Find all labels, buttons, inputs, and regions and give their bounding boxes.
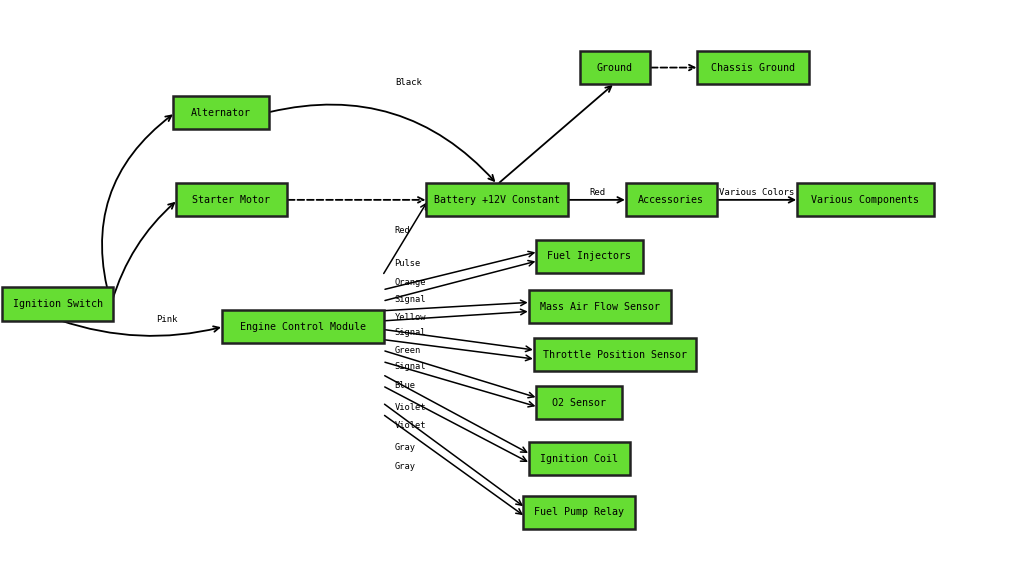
- Text: Signal: Signal: [394, 328, 426, 337]
- Text: Starter Motor: Starter Motor: [193, 195, 270, 205]
- Text: Violet: Violet: [394, 421, 426, 430]
- Text: Ignition Switch: Ignition Switch: [12, 299, 102, 309]
- Text: Engine Control Module: Engine Control Module: [240, 321, 366, 332]
- Text: Battery +12V Constant: Battery +12V Constant: [434, 195, 560, 205]
- FancyBboxPatch shape: [426, 183, 568, 216]
- FancyBboxPatch shape: [528, 443, 630, 475]
- Text: Red: Red: [589, 188, 605, 197]
- FancyBboxPatch shape: [222, 310, 384, 343]
- Text: Yellow: Yellow: [394, 313, 426, 322]
- FancyBboxPatch shape: [2, 287, 114, 321]
- Text: Gray: Gray: [394, 462, 416, 471]
- Text: Orange: Orange: [394, 278, 426, 287]
- Text: Alternator: Alternator: [191, 108, 251, 118]
- FancyBboxPatch shape: [173, 96, 269, 129]
- Text: Black: Black: [395, 78, 422, 87]
- Text: Ground: Ground: [597, 62, 633, 73]
- Text: Red: Red: [394, 226, 411, 235]
- Text: Signal: Signal: [394, 295, 426, 304]
- FancyBboxPatch shape: [697, 51, 809, 84]
- Text: Gray: Gray: [394, 444, 416, 453]
- Text: Ignition Coil: Ignition Coil: [540, 454, 618, 464]
- Text: O2 Sensor: O2 Sensor: [552, 397, 606, 408]
- Text: Fuel Pump Relay: Fuel Pump Relay: [535, 507, 625, 517]
- Text: Violet: Violet: [394, 403, 426, 412]
- Text: Throttle Position Sensor: Throttle Position Sensor: [543, 350, 687, 360]
- FancyBboxPatch shape: [523, 496, 635, 529]
- Text: Pulse: Pulse: [394, 259, 421, 268]
- FancyBboxPatch shape: [176, 183, 287, 216]
- Text: Signal: Signal: [394, 363, 426, 372]
- Text: Mass Air Flow Sensor: Mass Air Flow Sensor: [540, 302, 659, 312]
- FancyBboxPatch shape: [534, 338, 696, 372]
- Text: Green: Green: [394, 346, 421, 355]
- FancyBboxPatch shape: [528, 291, 671, 323]
- Text: Fuel Injectors: Fuel Injectors: [548, 251, 632, 261]
- Text: Various Components: Various Components: [811, 195, 920, 205]
- Text: Accessories: Accessories: [638, 195, 705, 205]
- FancyBboxPatch shape: [797, 183, 934, 216]
- Text: Pink: Pink: [157, 315, 178, 324]
- FancyBboxPatch shape: [537, 386, 623, 419]
- FancyBboxPatch shape: [626, 183, 717, 216]
- Text: Blue: Blue: [394, 381, 416, 390]
- FancyBboxPatch shape: [537, 239, 642, 272]
- Text: Various Colors: Various Colors: [719, 188, 795, 197]
- FancyBboxPatch shape: [580, 51, 650, 84]
- Text: Chassis Ground: Chassis Ground: [711, 62, 795, 73]
